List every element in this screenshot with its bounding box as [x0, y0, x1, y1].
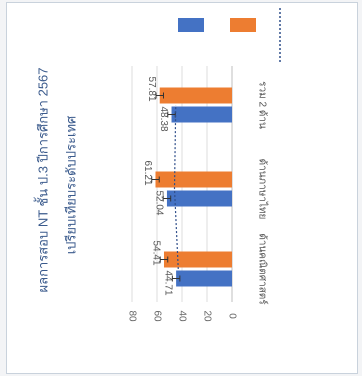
data-label: 54.41 — [150, 240, 161, 265]
data-label: 44.71 — [162, 270, 173, 295]
bar-blue — [176, 270, 232, 287]
y-tick-label: 60 — [151, 310, 162, 322]
bar-blue — [171, 106, 232, 123]
bar-orange — [155, 171, 232, 188]
category-label: รวม 2 ด้าน — [256, 81, 268, 129]
data-label: 48.38 — [158, 106, 169, 131]
data-label: 52.04 — [153, 190, 164, 215]
category-label: ด้านคณิตศาสตร์ — [256, 233, 268, 305]
category-label: ด้านภาษาไทย — [256, 159, 268, 220]
legend-swatch-orange — [230, 18, 256, 32]
data-label: 61.21 — [142, 160, 153, 185]
y-tick-label: 40 — [176, 310, 187, 322]
data-label: 57.81 — [146, 76, 157, 101]
chart-subtitle: เปรียบเทียบระดับประเทศ — [63, 115, 78, 254]
chart-title: ผลการสอบ NT ชั้น ป.3 ปีการศึกษา 2567 — [33, 67, 50, 292]
y-tick-label: 20 — [201, 310, 212, 322]
bar-orange — [159, 87, 232, 104]
y-tick-label: 80 — [126, 310, 137, 322]
bar-blue — [166, 190, 232, 207]
reference-line — [173, 104, 179, 270]
bar-orange — [163, 251, 232, 268]
legend-swatch-blue — [178, 18, 204, 32]
y-tick-label: 0 — [226, 313, 237, 319]
